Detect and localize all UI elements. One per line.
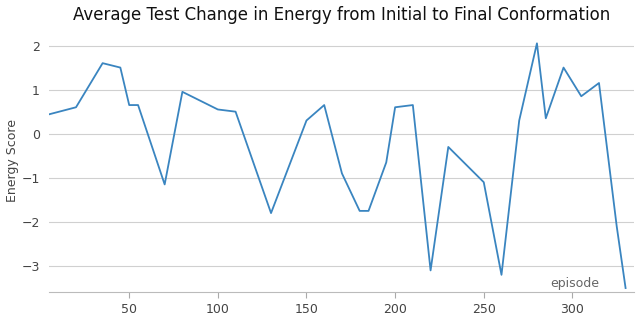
Text: episode: episode	[550, 277, 599, 290]
Y-axis label: Energy Score: Energy Score	[6, 119, 19, 202]
Title: Average Test Change in Energy from Initial to Final Conformation: Average Test Change in Energy from Initi…	[74, 6, 611, 24]
